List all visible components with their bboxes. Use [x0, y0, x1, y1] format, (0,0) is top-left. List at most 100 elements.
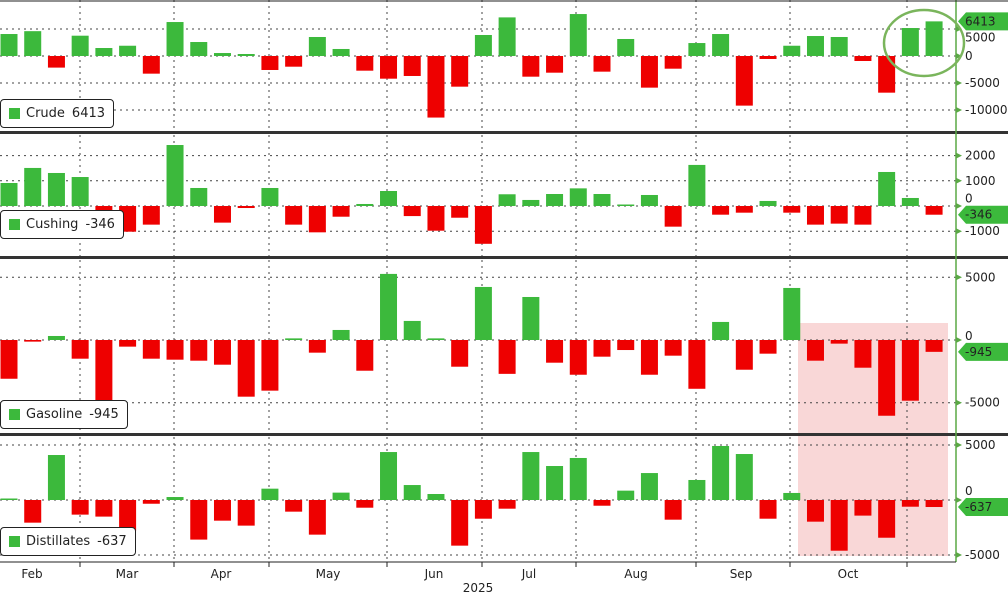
bar: [664, 56, 682, 69]
y-tick-label: 1000: [965, 174, 996, 188]
bar: [308, 500, 326, 535]
last-value-tag: [958, 12, 1008, 31]
bar: [403, 56, 421, 76]
tick-mark: [956, 107, 962, 113]
bar: [190, 42, 208, 56]
bar: [712, 206, 730, 215]
panel-crude: 5000 0 -5000 -10000 6413: [0, 0, 1008, 131]
bar: [759, 340, 777, 354]
bar: [166, 340, 184, 360]
bar: [47, 335, 65, 340]
bar: [190, 500, 208, 540]
bar: [569, 340, 587, 375]
y-tick-label: -1000: [965, 224, 1000, 238]
legend-crude: Crude 6413: [0, 99, 115, 128]
y-tick-label: 5000: [965, 438, 996, 452]
bar: [24, 167, 42, 206]
bar: [712, 321, 730, 340]
bar: [356, 340, 374, 371]
bar: [925, 21, 943, 56]
tick-mark: [956, 203, 962, 209]
bar: [806, 206, 824, 225]
bar: [498, 500, 516, 509]
bar: [308, 340, 326, 353]
bar: [878, 340, 896, 416]
y-tick-label: -10000: [965, 103, 1008, 117]
bar: [213, 206, 231, 223]
bar: [332, 48, 350, 56]
bar: [735, 206, 753, 213]
bar: [806, 36, 824, 56]
last-value-label: -346: [965, 208, 992, 222]
bar: [806, 500, 824, 522]
bar: [546, 56, 564, 73]
bar: [712, 34, 730, 56]
bar: [403, 485, 421, 500]
bar: [0, 340, 18, 379]
x-tick-label: Sep: [730, 567, 753, 581]
bar: [119, 500, 137, 531]
bar: [830, 340, 848, 344]
bar: [0, 34, 18, 56]
y-tick-label: 0: [965, 192, 973, 206]
bar: [451, 500, 469, 546]
bar: [237, 206, 255, 209]
last-value-tag: [958, 342, 1008, 361]
bar: [119, 45, 137, 56]
bar: [593, 340, 611, 357]
bar: [403, 320, 421, 340]
bar: [356, 203, 374, 206]
bar: [878, 500, 896, 538]
bar: [925, 500, 943, 508]
bar: [474, 206, 492, 244]
tick-mark: [956, 177, 962, 184]
tick-mark: [956, 337, 962, 343]
bar: [237, 54, 255, 56]
x-tick-label: Aug: [624, 567, 647, 581]
bar: [759, 200, 777, 206]
x-tick-label: May: [316, 567, 341, 581]
bar: [380, 56, 398, 79]
x-tick-label: Mar: [116, 567, 139, 581]
bar: [213, 500, 231, 521]
tick-mark: [956, 497, 962, 503]
legend-value: -637: [97, 534, 127, 549]
bar: [783, 287, 801, 340]
panel-separator: [0, 131, 1008, 134]
bar: [830, 36, 848, 56]
tick-mark: [956, 53, 962, 59]
bar: [213, 53, 231, 56]
bar: [640, 56, 658, 88]
bar: [380, 452, 398, 500]
tick-mark: [956, 152, 962, 159]
bar: [901, 340, 919, 401]
bar: [380, 273, 398, 340]
bar: [522, 452, 540, 500]
bar: [830, 500, 848, 551]
bar: [332, 329, 350, 340]
annotation-circle: [882, 8, 966, 78]
bar: [474, 500, 492, 519]
tick-mark: [956, 552, 962, 558]
bar: [0, 498, 18, 500]
bar: [901, 500, 919, 507]
y-tick-label: -5000: [965, 396, 1000, 410]
bar: [95, 48, 113, 56]
last-value-label: -945: [965, 345, 992, 359]
x-year-label: 2025: [463, 581, 494, 594]
y-tick-label: 0: [965, 329, 973, 343]
bar: [759, 500, 777, 519]
bar: [735, 56, 753, 106]
bar: [403, 206, 421, 217]
bar: [688, 340, 706, 389]
bar: [593, 194, 611, 206]
bar: [142, 206, 160, 225]
bar: [451, 206, 469, 218]
panel-cushing: 2000 1000 0 -1000 -346: [0, 135, 1008, 256]
bar: [854, 56, 872, 61]
bar: [640, 194, 658, 206]
bar: [806, 340, 824, 361]
x-tick-label: Apr: [211, 567, 232, 581]
bar: [688, 479, 706, 500]
bar: [735, 340, 753, 370]
